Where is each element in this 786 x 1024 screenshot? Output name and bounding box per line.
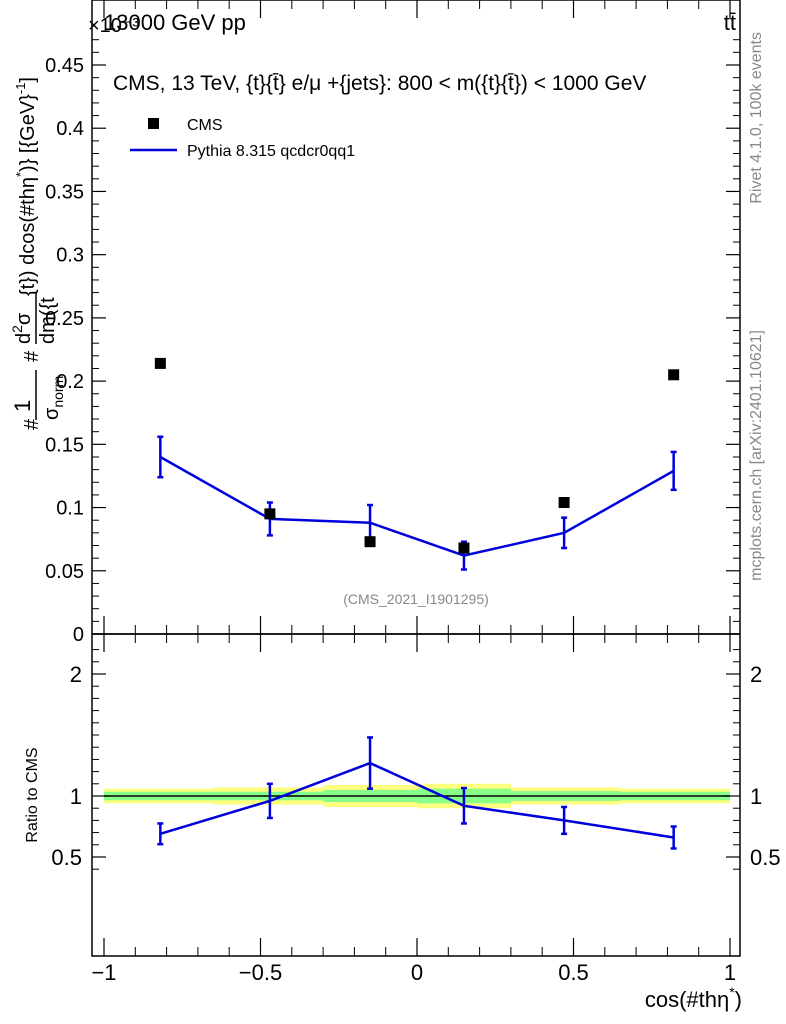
x-tick-label: 0 (411, 960, 423, 985)
y-title-hash1: # (21, 418, 43, 430)
cms-data-point (668, 369, 680, 381)
y-title-unit-sup: -1 (13, 83, 28, 95)
svg-text:#: # (21, 350, 43, 362)
y-title-tail-sup: * (13, 172, 28, 177)
mc-ratio-line (159, 761, 674, 839)
process-label: tt̄ (724, 10, 736, 35)
x-axis-title: cos(#thη*) (645, 984, 742, 1012)
x-title-sup: * (729, 984, 735, 1000)
y-exponent-label: ×10⁻³ (88, 15, 139, 37)
y-tick-label: 0.15 (45, 434, 84, 456)
x-axis: −1 −0.5 0 0.5 1 (91, 0, 736, 985)
legend-cms-marker (148, 118, 159, 129)
main-y-axis: 0 0.05 0.1 0.15 0.2 0.25 0.3 0.35 0.4 0.45 (45, 39, 740, 646)
y-title-tail-end: )} [{GeV} (17, 94, 39, 172)
y-title-frac-num: 1 (10, 400, 35, 412)
y-title-frac-den-sub: norm (50, 376, 66, 408)
x-title-main: cos(#thη (645, 987, 729, 1012)
legend-cms-label: CMS (187, 117, 223, 134)
mcplots-label: mcplots.cern.ch [arXiv:2401.10621] (748, 330, 765, 581)
y-tick-label: 0.05 (45, 561, 84, 583)
svg-text:#: # (21, 418, 43, 430)
ratio-tick-label-right: 2 (750, 662, 762, 687)
ratio-tick-label: 0.5 (51, 845, 82, 870)
ratio-y-axis: 0.5 0.5 1 1 2 2 (51, 649, 781, 870)
main-series-layer (154, 357, 680, 571)
x-tick-label: 1 (724, 960, 736, 985)
svg-text:dm({t: dm({t (37, 297, 59, 344)
cms-data-point (458, 542, 470, 554)
cms-data-point (558, 496, 570, 508)
ratio-plot-frame (91, 633, 741, 957)
analysis-id: (CMS_2021_I1901295) (343, 591, 489, 607)
svg-text:d2σ: d2σ (9, 312, 35, 344)
mc-line (159, 455, 675, 557)
chart-title: CMS, 13 TeV, {t}{t̄} e/μ +{jets}: 800 < … (113, 72, 646, 95)
ratio-tick-label-right: 0.5 (750, 845, 781, 870)
legend-mc-label: Pythia 8.315 qcdcr0qq1 (187, 143, 355, 160)
y-tick-label: 0.45 (45, 55, 84, 77)
legend: CMS Pythia 8.315 qcdcr0qq1 (130, 117, 355, 160)
y-tick-label: 0.2 (56, 371, 84, 393)
energy-label: 13000 GeV pp (104, 10, 246, 35)
x-tick-label: 0.5 (558, 960, 589, 985)
x-title-end: ) (735, 987, 742, 1012)
ratio-tick-label: 1 (70, 784, 82, 809)
x-tick-label: −0.5 (239, 960, 282, 985)
ratio-tick-label-right: 1 (750, 784, 762, 809)
y-title-d2-sup: 2 (9, 325, 25, 333)
y-title-frac-den: σ (41, 407, 63, 420)
y-tick-label: 0.4 (56, 118, 84, 140)
y-title-d2-den: dm({t (37, 297, 59, 344)
x-tick-label: −1 (91, 960, 116, 985)
cms-data-point (364, 536, 376, 548)
y-title-unit-end: ] (17, 77, 39, 83)
y-title-d2: d (13, 333, 35, 344)
y-title-d2-sigma: σ (13, 312, 35, 325)
y-title-hash2: # (21, 350, 43, 362)
cms-data-point (154, 357, 166, 369)
y-tick-label: 0 (73, 624, 84, 646)
ratio-y-axis-title: Ratio to CMS (24, 747, 41, 842)
y-tick-label: 0.25 (45, 308, 84, 330)
ratio-uncertainty-bands (104, 783, 730, 809)
ratio-tick-label: 2 (70, 662, 82, 687)
svg-text:1: 1 (10, 400, 35, 412)
svg-text:σnorm: σnorm (41, 376, 66, 420)
y-tick-label: 0.35 (45, 181, 84, 203)
svg-text:{t}) dcos(#thη*)} [{GeV}-1]: {t}) dcos(#thη*)} [{GeV}-1] (13, 77, 39, 296)
ratio-series-layer (157, 736, 677, 850)
rivet-label: Rivet 4.1.0, 100k events (748, 32, 765, 204)
y-title-tail: {t}) dcos(#thη (17, 177, 39, 296)
y-tick-label: 0.1 (56, 498, 84, 520)
y-axis-title: # 1 σnorm # d2σ dm({t {t}) dcos(#thη*)} … (9, 77, 66, 430)
y-tick-label: 0.3 (56, 245, 84, 267)
cms-data-point (264, 508, 276, 520)
